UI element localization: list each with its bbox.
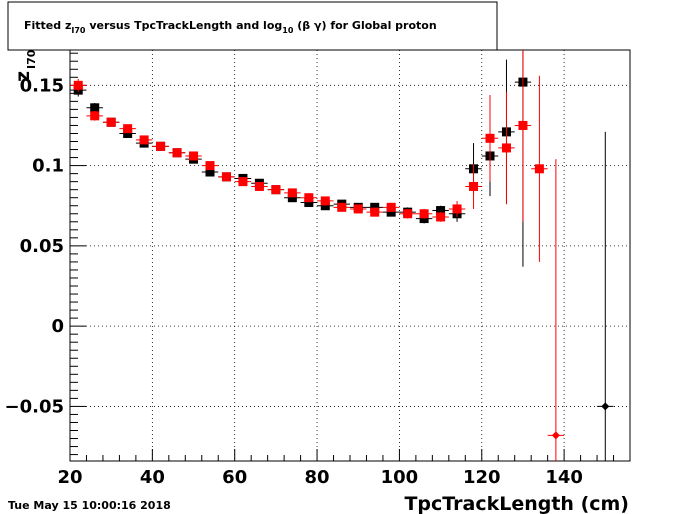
data-point [320, 196, 330, 206]
data-point [73, 80, 83, 90]
x-axis-title: TpcTrackLength (cm) [404, 493, 629, 514]
y-tick-label: 0.05 [20, 236, 64, 257]
data-point [90, 103, 100, 113]
title-middle-sub: 10 [282, 26, 294, 35]
data-point [205, 167, 215, 177]
data-point [304, 198, 314, 208]
x-tick-label: 80 [305, 467, 330, 488]
y-axis-title-sub: I70 [25, 49, 38, 69]
x-tick-label: 120 [463, 467, 501, 488]
timestamp: Tue May 15 10:00:16 2018 [8, 499, 171, 512]
data-point [271, 185, 281, 195]
series-0 [70, 50, 614, 461]
grid [69, 50, 630, 461]
data-point [156, 141, 166, 151]
data-marks [70, 50, 614, 461]
data-point [238, 177, 248, 187]
y-axis-title: z I70 [12, 49, 38, 82]
data-point [304, 193, 314, 203]
data-point [90, 111, 100, 121]
data-point [254, 181, 264, 191]
data-point [419, 209, 429, 219]
y-tick-label: 0.1 [32, 156, 64, 177]
y-tick-label: −0.05 [5, 396, 65, 417]
data-point [189, 151, 199, 161]
title-middle: versus TpcTrackLength and log [85, 19, 282, 32]
data-point [551, 431, 560, 440]
data-point [436, 206, 446, 216]
y-tick-label: 0.15 [20, 75, 64, 96]
series-1 [70, 50, 565, 461]
data-point [123, 128, 133, 138]
data-point [452, 204, 462, 214]
x-tick-label: 20 [57, 467, 82, 488]
data-point [386, 207, 396, 217]
data-point [320, 201, 330, 211]
title-suffix: (β γ) for Global proton [293, 19, 436, 32]
data-point [485, 133, 495, 143]
data-point [106, 117, 116, 127]
data-point [205, 161, 215, 171]
data-point [436, 212, 446, 222]
title-prefix-sub: I70 [71, 26, 86, 35]
data-point [287, 188, 297, 198]
data-point [139, 135, 149, 145]
data-point [287, 193, 297, 203]
axes: 20 40 60 80 100 120 140 −0.05 0 0.05 0.1 0.15 [5, 52, 631, 488]
data-point [337, 202, 347, 212]
chart-title: Fitted zI70 versus TpcTrackLength and lo… [24, 19, 437, 35]
data-point [353, 204, 363, 214]
data-point [370, 207, 380, 217]
data-point [518, 120, 528, 130]
data-point [386, 202, 396, 212]
y-axis-title-main: z [12, 71, 34, 82]
title-prefix: Fitted z [24, 19, 71, 32]
data-point [501, 143, 511, 153]
data-point [221, 172, 231, 182]
data-point [123, 124, 133, 134]
data-point [534, 164, 544, 174]
data-point [601, 402, 610, 411]
x-tick-label: 100 [381, 467, 419, 488]
x-tick-label: 40 [140, 467, 165, 488]
x-tick-label: 60 [222, 467, 247, 488]
data-point [403, 209, 413, 219]
y-tick-label: 0 [51, 316, 64, 337]
plot-frame [69, 49, 631, 462]
data-point [370, 202, 380, 212]
data-point [172, 148, 182, 158]
x-tick-label: 140 [545, 467, 583, 488]
title-box [7, 1, 498, 51]
data-point [469, 181, 479, 191]
